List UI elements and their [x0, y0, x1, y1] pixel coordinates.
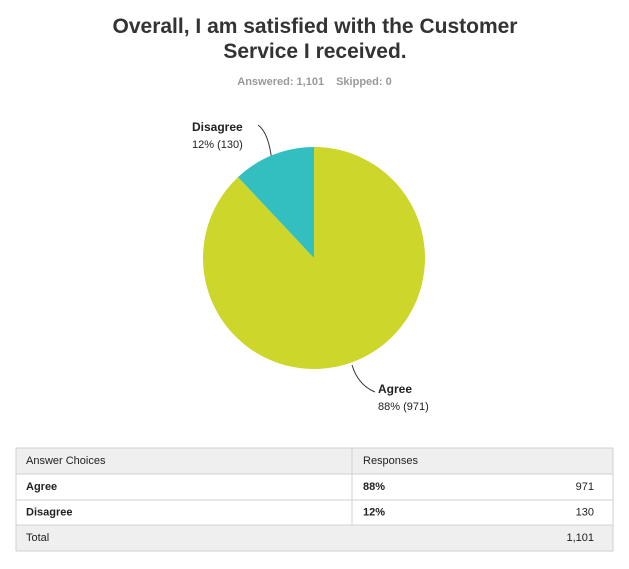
slice-value-label: 88% (971)	[378, 401, 429, 413]
row-count: 130	[576, 506, 594, 518]
slice-value-label: 12% (130)	[192, 139, 243, 151]
total-label: Total	[26, 532, 49, 544]
pie-slice	[203, 147, 426, 369]
slice-name: Agree	[378, 382, 412, 396]
chart-title: Overall, I am satisfied with the Custome…	[112, 15, 518, 63]
table-header-bg	[16, 448, 613, 474]
total-value: 1,101	[566, 532, 594, 544]
table-header: Responses	[363, 455, 419, 467]
row-label: Disagree	[26, 506, 72, 518]
row-label: Agree	[26, 481, 57, 493]
row-percent: 12%	[363, 506, 385, 518]
subtitle: Answered: 1,101 Skipped: 0	[0, 76, 629, 88]
table-total-bg	[16, 525, 613, 551]
row-count: 971	[576, 481, 594, 493]
table-lines	[15, 447, 614, 552]
answered: Answered: 1,101	[237, 76, 325, 88]
row-percent: 88%	[363, 481, 385, 493]
table-header: Answer Choices	[26, 455, 106, 467]
skipped: Skipped: 0	[336, 76, 392, 88]
leader-line	[351, 364, 376, 393]
pie-slice	[238, 147, 314, 258]
slice-name: Disagree	[192, 120, 243, 134]
